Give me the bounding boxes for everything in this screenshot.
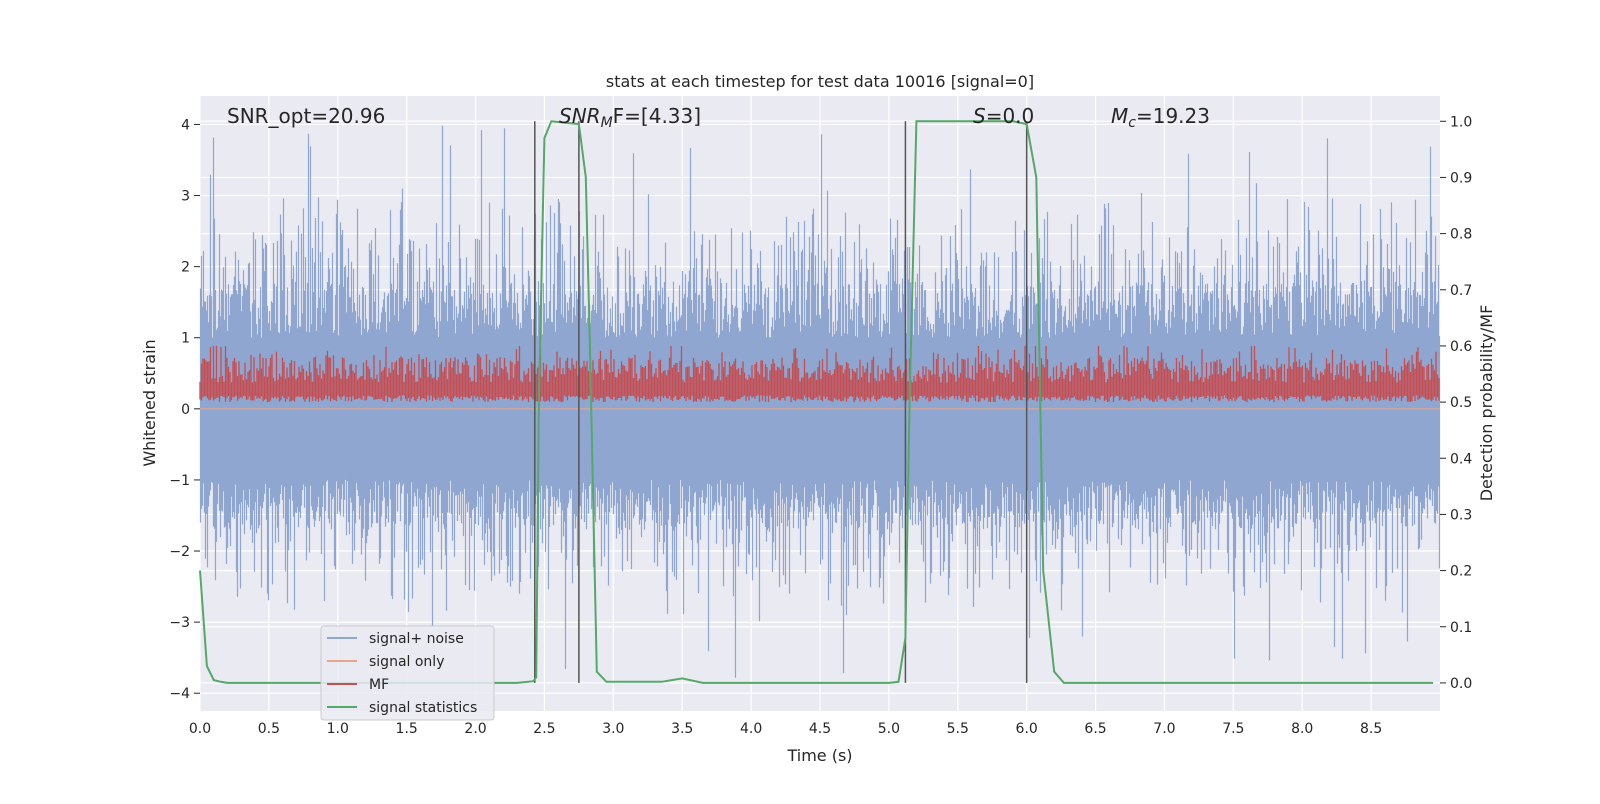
legend-box [320, 625, 495, 721]
y-left-tick-label: −3 [169, 615, 190, 631]
x-tick-label: 6.5 [1084, 721, 1106, 737]
y-right-tick-label: 0.4 [1450, 451, 1472, 467]
x-tick-label: 3.5 [671, 721, 693, 737]
y-right-axis-ticks: 1.0 0.9 0.8 0.7 0.6 0.5 0.4 0.3 0.2 0.1 0.0 [1440, 114, 1472, 692]
x-tick-label: 1.5 [396, 721, 418, 737]
y-right-tick-label: 0.5 [1450, 395, 1472, 411]
y-left-tick-label: 2 [181, 260, 190, 276]
annotation-mc-subscript: c [1128, 115, 1136, 131]
annotation-s: S=0.0 [973, 104, 1034, 128]
x-tick-label: 2.0 [464, 721, 486, 737]
legend-label-signal-statistics: signal statistics [369, 700, 477, 716]
y-left-tick-label: 0 [181, 402, 190, 418]
x-tick-label: 5.5 [947, 721, 969, 737]
y-left-tick-label: 1 [181, 331, 190, 347]
annotation-snr-mf-value: F=[4.33] [613, 104, 701, 128]
y-right-tick-label: 0.7 [1450, 283, 1472, 299]
y-left-tick-label: −1 [169, 473, 190, 489]
y-right-tick-label: 0.1 [1450, 620, 1472, 636]
y-left-axis-label: Whitened strain [140, 339, 159, 466]
legend: signal+ noise signal only MF signal stat… [320, 625, 495, 721]
annotation-s-value: =0.0 [986, 104, 1035, 128]
legend-label-signal-noise: signal+ noise [369, 631, 464, 647]
chart-title: stats at each timestep for test data 100… [606, 72, 1034, 91]
legend-label-mf: MF [369, 677, 389, 693]
y-left-tick-label: −2 [169, 544, 190, 560]
y-left-tick-label: 3 [181, 189, 190, 205]
annotation-snr-opt: SNR_opt=20.96 [227, 104, 385, 128]
annotation-mc: Mc=19.23 [1111, 104, 1210, 131]
x-tick-label: 3.0 [602, 721, 624, 737]
x-tick-label: 2.5 [533, 721, 555, 737]
legend-label-signal-only: signal only [369, 654, 444, 670]
series-signal-statistics [199, 120, 1434, 684]
annotation-snr-mf-subscript: M [601, 115, 613, 131]
x-tick-label: 8.0 [1291, 721, 1313, 737]
x-tick-label: 6.0 [1016, 721, 1038, 737]
annotation-mc-value: =19.23 [1136, 104, 1210, 128]
y-left-axis-ticks: 4 3 2 1 0 −1 −2 −3 −4 [169, 117, 200, 702]
annotation-snr-mf: SNRMF=[4.33] [559, 104, 701, 131]
y-right-tick-label: 1.0 [1450, 114, 1472, 130]
x-tick-label: 0.0 [189, 721, 211, 737]
y-right-tick-label: 0.6 [1450, 339, 1472, 355]
x-axis-ticks: 0.0 0.5 1.0 1.5 2.0 2.5 3.0 3.5 4.0 4.5 5.0 5.5 6.0 6… [189, 721, 1382, 737]
y-right-tick-label: 0.2 [1450, 564, 1472, 580]
y-right-tick-label: 0.0 [1450, 676, 1472, 692]
x-tick-label: 1.0 [327, 721, 349, 737]
y-right-tick-label: 0.8 [1450, 227, 1472, 243]
x-tick-label: 0.5 [258, 721, 280, 737]
y-left-tick-label: 4 [181, 117, 190, 133]
x-tick-label: 7.5 [1222, 721, 1244, 737]
annotation-s-symbol: S [973, 104, 986, 128]
y-right-tick-label: 0.3 [1450, 507, 1472, 523]
plot-content [199, 120, 1441, 684]
y-right-axis-label: Detection probability/MF [1477, 305, 1496, 502]
x-tick-label: 4.5 [809, 721, 831, 737]
x-tick-label: 7.0 [1153, 721, 1175, 737]
y-left-tick-label: −4 [169, 686, 190, 702]
x-tick-label: 8.5 [1360, 721, 1382, 737]
x-axis-label: Time (s) [786, 746, 852, 765]
x-tick-label: 5.0 [878, 721, 900, 737]
annotation-snr-mf-symbol: SNR [559, 104, 601, 128]
y-right-tick-label: 0.9 [1450, 170, 1472, 186]
annotation-mc-symbol: M [1111, 104, 1128, 128]
x-tick-label: 4.0 [740, 721, 762, 737]
